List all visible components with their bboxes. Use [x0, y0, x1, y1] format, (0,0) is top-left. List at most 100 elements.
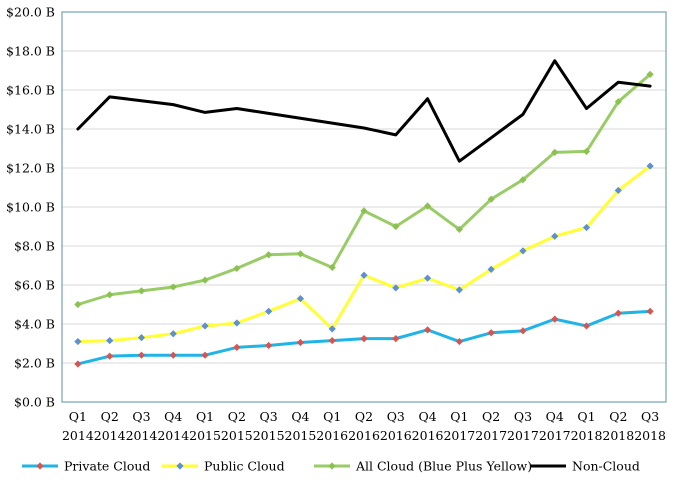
data-point [614, 98, 622, 106]
y-axis-ticks: $0.0 B $2.0 B $4.0 B $6.0 B $8.0 B $10.0 B $12… [6, 5, 55, 410]
data-point [455, 286, 463, 294]
x-tick-label-year: 2016 [412, 428, 444, 443]
y-tick-label: $2.0 B [14, 356, 55, 371]
legend-marker [328, 462, 336, 470]
data-point [137, 351, 146, 359]
data-point [137, 287, 146, 295]
y-tick-label: $6.0 B [14, 278, 55, 293]
legend-marker [36, 462, 44, 470]
data-point [328, 325, 336, 333]
x-tick-label-quarter: Q4 [546, 409, 564, 424]
data-point [487, 265, 495, 273]
x-tick-label-quarter: Q2 [609, 409, 627, 424]
data-point [328, 336, 336, 345]
y-tick-label: $4.0 B [14, 317, 55, 332]
data-point [201, 322, 209, 330]
x-tick-label-quarter: Q2 [228, 409, 246, 424]
x-tick-label-quarter: Q2 [101, 409, 119, 424]
x-tick-label-year: 2015 [189, 428, 221, 443]
data-point [455, 225, 463, 234]
data-point [392, 222, 400, 231]
y-tick-label: $0.0 B [14, 395, 55, 410]
x-tick-label-year: 2014 [157, 428, 189, 443]
data-point [360, 271, 368, 279]
series-private-cloud [74, 307, 654, 368]
data-point [137, 334, 146, 342]
x-tick-label-quarter: Q3 [514, 409, 532, 424]
x-tick-label-year: 2016 [316, 428, 348, 443]
data-point [646, 70, 654, 78]
x-tick-label-year: 2017 [475, 428, 507, 443]
data-point [423, 202, 432, 210]
x-tick-label-quarter: Q3 [641, 409, 659, 424]
data-point [74, 360, 82, 368]
data-point [614, 309, 622, 317]
x-tick-label-quarter: Q1 [323, 409, 341, 424]
data-point [233, 264, 241, 273]
x-tick-label-quarter: Q1 [577, 409, 595, 424]
data-point [487, 329, 495, 337]
x-tick-label-quarter: Q4 [418, 409, 436, 424]
data-point [551, 148, 559, 156]
legend-label: Non-Cloud [572, 459, 640, 474]
data-point [296, 338, 305, 347]
x-tick-label-quarter: Q3 [132, 409, 150, 424]
data-point [614, 186, 622, 195]
data-point [201, 276, 209, 284]
x-tick-label-year: 2018 [602, 428, 634, 443]
data-point [582, 322, 591, 330]
x-tick-label-quarter: Q4 [291, 409, 309, 424]
x-tick-label-year: 2018 [571, 428, 603, 443]
series-public-cloud [74, 162, 654, 346]
data-point [582, 147, 591, 156]
x-tick-label-quarter: Q1 [196, 409, 214, 424]
x-tick-label-quarter: Q1 [450, 409, 468, 424]
data-point [423, 326, 432, 334]
data-point [519, 327, 527, 335]
legend-label: All Cloud (Blue Plus Yellow) [355, 459, 532, 474]
data-point [169, 283, 177, 291]
legend-item-all-cloud-blue-plus-yellow: All Cloud (Blue Plus Yellow) [314, 459, 532, 474]
data-point [233, 343, 241, 351]
x-tick-label-year: 2014 [94, 428, 126, 443]
y-tick-label: $20.0 B [6, 5, 55, 20]
data-point [296, 295, 305, 303]
data-point [74, 300, 82, 309]
series-line-all-cloud-blue-plus-yellow [76, 72, 652, 306]
y-tick-label: $16.0 B [6, 83, 55, 98]
x-tick-label-year: 2017 [539, 428, 571, 443]
legend-item-private-cloud: Private Cloud [22, 459, 150, 474]
data-point [551, 232, 559, 240]
data-point [582, 223, 591, 232]
data-point [106, 336, 114, 345]
legend-marker [176, 462, 184, 470]
y-tick-label: $8.0 B [14, 239, 55, 254]
y-tick-label: $14.0 B [6, 122, 55, 137]
series-non-cloud [76, 59, 652, 163]
series-all-cloud-blue-plus-yellow [74, 70, 654, 309]
data-point [646, 307, 654, 315]
data-point [265, 251, 273, 259]
data-point [169, 330, 177, 338]
x-tick-label-year: 2017 [443, 428, 475, 443]
x-axis-ticks: Q1 2014 Q2 2014 Q3 2014 Q4 2014 Q1 2015 Q2 2015 Q3 20… [62, 409, 666, 443]
data-point [360, 335, 368, 343]
series [74, 59, 654, 368]
y-tick-label: $18.0 B [6, 44, 55, 59]
legend: Private Cloud Public Cloud All Cloud (Blue… [22, 459, 640, 474]
data-point [201, 351, 209, 359]
x-tick-label-year: 2015 [221, 428, 253, 443]
data-point [455, 337, 463, 346]
x-tick-label-year: 2017 [507, 428, 539, 443]
data-point [487, 195, 495, 203]
x-tick-label-quarter: Q3 [260, 409, 278, 424]
x-tick-label-quarter: Q1 [69, 409, 87, 424]
x-tick-label-year: 2015 [285, 428, 317, 443]
data-point [392, 335, 400, 343]
data-point [519, 176, 527, 184]
data-point [646, 162, 654, 170]
x-tick-label-year: 2014 [126, 428, 158, 443]
x-tick-label-quarter: Q3 [387, 409, 405, 424]
data-point [74, 337, 82, 346]
